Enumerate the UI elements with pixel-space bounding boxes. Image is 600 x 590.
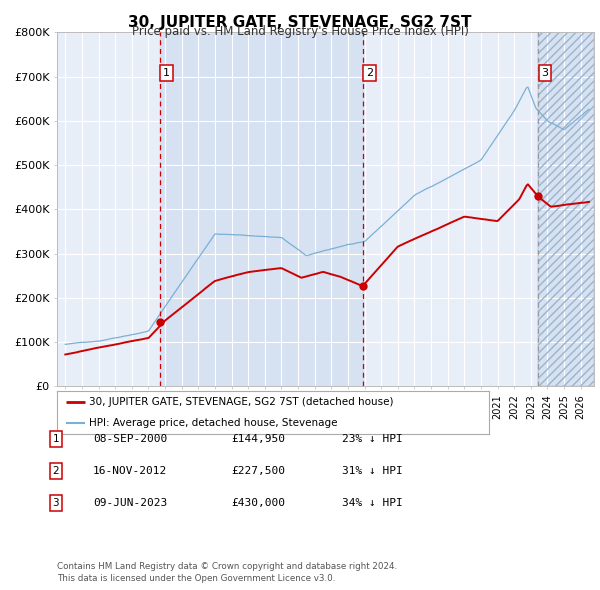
- Text: 3: 3: [52, 498, 59, 507]
- Bar: [538, 32, 594, 386]
- Text: 3: 3: [541, 68, 548, 78]
- Bar: [160, 32, 362, 386]
- Text: 2: 2: [52, 466, 59, 476]
- Text: 09-JUN-2023: 09-JUN-2023: [93, 498, 167, 507]
- Text: 2: 2: [366, 68, 373, 78]
- Text: 16-NOV-2012: 16-NOV-2012: [93, 466, 167, 476]
- Text: 30, JUPITER GATE, STEVENAGE, SG2 7ST (detached house): 30, JUPITER GATE, STEVENAGE, SG2 7ST (de…: [89, 397, 394, 407]
- Bar: [538, 32, 594, 386]
- Text: 1: 1: [52, 434, 59, 444]
- Text: Price paid vs. HM Land Registry's House Price Index (HPI): Price paid vs. HM Land Registry's House …: [131, 25, 469, 38]
- Text: £430,000: £430,000: [231, 498, 285, 507]
- Text: £227,500: £227,500: [231, 466, 285, 476]
- Text: 1: 1: [163, 68, 170, 78]
- Text: £144,950: £144,950: [231, 434, 285, 444]
- Text: 34% ↓ HPI: 34% ↓ HPI: [342, 498, 403, 507]
- Text: Contains HM Land Registry data © Crown copyright and database right 2024.
This d: Contains HM Land Registry data © Crown c…: [57, 562, 397, 583]
- Text: 08-SEP-2000: 08-SEP-2000: [93, 434, 167, 444]
- Text: HPI: Average price, detached house, Stevenage: HPI: Average price, detached house, Stev…: [89, 418, 338, 428]
- Text: 30, JUPITER GATE, STEVENAGE, SG2 7ST: 30, JUPITER GATE, STEVENAGE, SG2 7ST: [128, 15, 472, 30]
- Text: 23% ↓ HPI: 23% ↓ HPI: [342, 434, 403, 444]
- Text: 31% ↓ HPI: 31% ↓ HPI: [342, 466, 403, 476]
